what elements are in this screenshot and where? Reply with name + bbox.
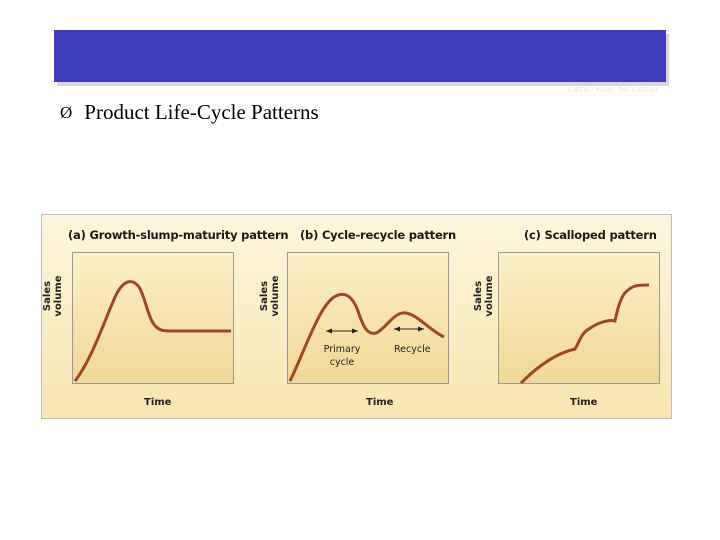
plot-area: [287, 252, 449, 384]
slide-title-bar: Lamb, Hair, McDaniel: [54, 30, 666, 95]
x-axis-label: Time: [144, 397, 172, 408]
y-axis-label: Sales volume: [473, 275, 495, 317]
panel-growth-slump-maturity: (a) Growth-slump-maturity pattern Sales …: [42, 215, 289, 420]
panel-title: (a) Growth-slump-maturity pattern: [68, 228, 289, 242]
life-cycle-figure: (a) Growth-slump-maturity pattern Sales …: [41, 214, 672, 419]
panel-scalloped: (c) Scalloped pattern Sales volume Time: [466, 215, 676, 420]
scalloped-curve: [519, 283, 650, 385]
x-axis-label: Time: [366, 397, 394, 408]
panel-title: (b) Cycle-recycle pattern: [300, 228, 457, 242]
annotation-recycle: Recycle: [394, 344, 431, 355]
y-axis-label: Sales volume: [259, 275, 281, 317]
x-axis-label: Time: [570, 397, 598, 408]
arrow-bullet-icon: Ø: [60, 102, 73, 122]
bullet-item: Ø Product Life-Cycle Patterns: [60, 100, 319, 125]
annotation-primary-cycle: Primary cycle: [323, 344, 361, 368]
y-axis-label: Sales volume: [42, 275, 64, 317]
bullet-text: Product Life-Cycle Patterns: [84, 100, 319, 124]
growth-slump-maturity-curve: [73, 280, 231, 382]
cycle-recycle-curve: [288, 292, 445, 382]
panel-title: (c) Scalloped pattern: [524, 228, 657, 242]
title-bar-caption: Lamb, Hair, McDaniel: [567, 84, 658, 95]
plot-area: [498, 252, 660, 385]
plot-area: [72, 252, 234, 384]
panel-cycle-recycle: (b) Cycle-recycle pattern Sales volume P…: [254, 215, 464, 420]
